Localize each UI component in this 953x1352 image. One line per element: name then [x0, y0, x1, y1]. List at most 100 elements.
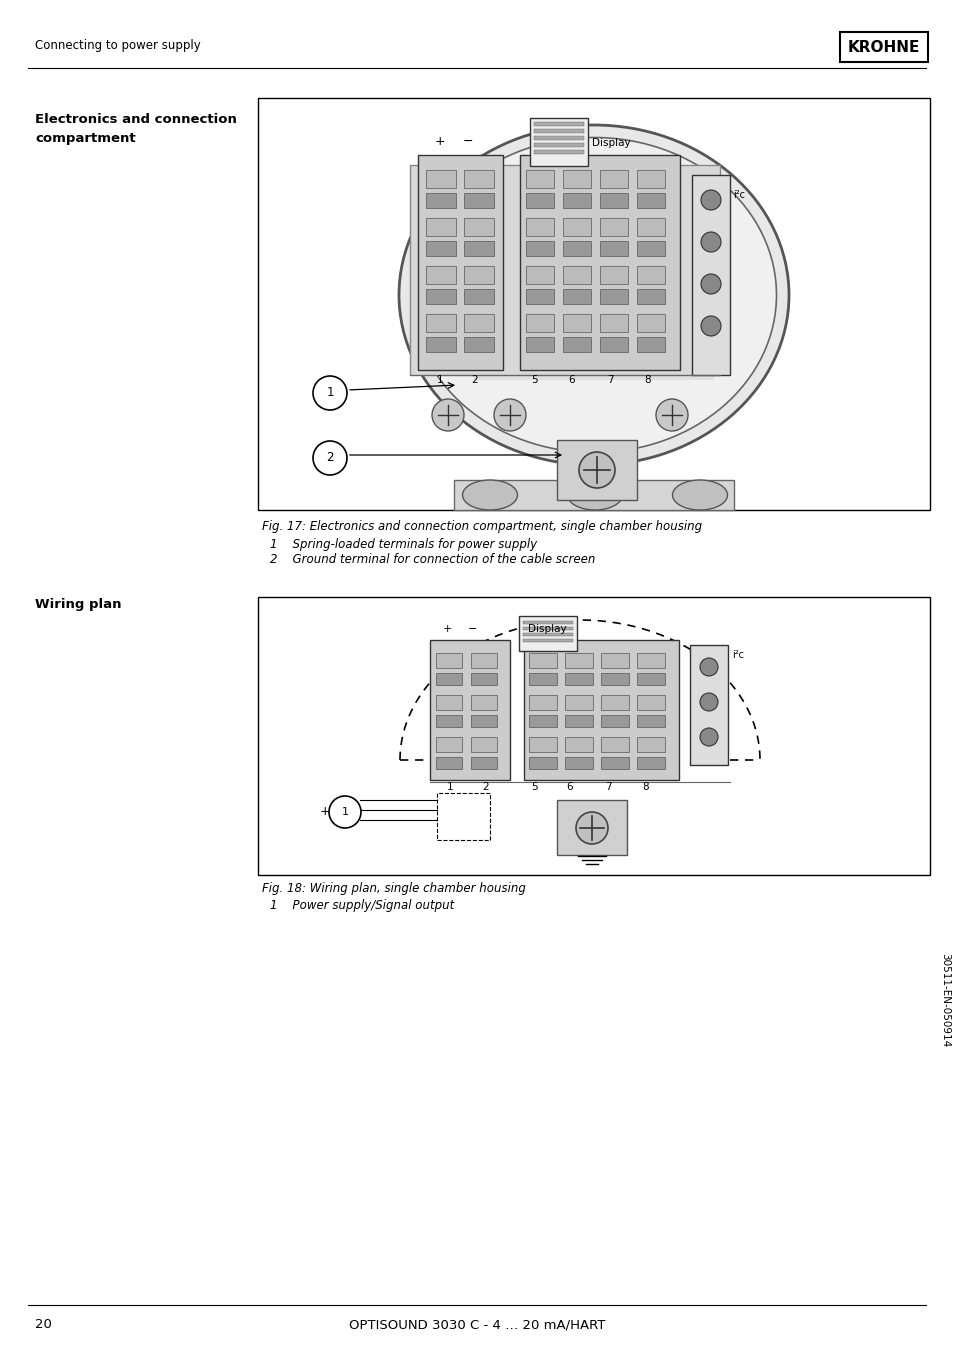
- Bar: [257, 97, 929, 510]
- Bar: [257, 598, 929, 875]
- Bar: [525, 337, 554, 352]
- Ellipse shape: [462, 480, 517, 510]
- Bar: [637, 170, 664, 188]
- Bar: [562, 266, 590, 284]
- Bar: [525, 289, 554, 304]
- Text: 1: 1: [436, 375, 443, 385]
- Text: i²c: i²c: [731, 650, 743, 660]
- Bar: [426, 170, 456, 188]
- Text: Electronics and connection: Electronics and connection: [35, 114, 236, 126]
- Bar: [463, 241, 494, 256]
- Bar: [525, 241, 554, 256]
- Ellipse shape: [567, 480, 622, 510]
- Bar: [637, 695, 664, 710]
- Bar: [637, 193, 664, 208]
- Bar: [463, 170, 494, 188]
- Bar: [522, 639, 573, 642]
- Bar: [417, 155, 502, 370]
- Bar: [637, 337, 664, 352]
- Bar: [529, 695, 557, 710]
- Text: 5: 5: [531, 375, 537, 385]
- Text: 1: 1: [326, 387, 334, 399]
- Bar: [525, 314, 554, 333]
- Bar: [529, 757, 557, 769]
- Bar: [529, 737, 557, 752]
- Bar: [530, 118, 587, 166]
- Bar: [599, 170, 627, 188]
- Text: 1: 1: [446, 781, 453, 792]
- Bar: [564, 757, 593, 769]
- Bar: [599, 314, 627, 333]
- Bar: [426, 289, 456, 304]
- Text: 2: 2: [471, 375, 477, 385]
- Bar: [463, 218, 494, 237]
- Bar: [689, 645, 727, 765]
- Bar: [426, 266, 456, 284]
- Circle shape: [700, 694, 718, 711]
- Circle shape: [329, 796, 360, 827]
- Bar: [523, 639, 679, 780]
- Text: 1    Power supply/Signal output: 1 Power supply/Signal output: [270, 899, 454, 913]
- Text: Display: Display: [527, 625, 566, 634]
- Bar: [599, 241, 627, 256]
- Text: 8: 8: [644, 375, 651, 385]
- Ellipse shape: [672, 480, 727, 510]
- Bar: [522, 633, 573, 635]
- Circle shape: [656, 399, 687, 431]
- Bar: [426, 241, 456, 256]
- Bar: [436, 737, 461, 752]
- Bar: [637, 715, 664, 727]
- Bar: [564, 737, 593, 752]
- Bar: [600, 715, 628, 727]
- Text: −: −: [462, 135, 473, 147]
- Bar: [471, 673, 497, 685]
- Text: 7: 7: [604, 781, 611, 792]
- Bar: [562, 337, 590, 352]
- Bar: [562, 170, 590, 188]
- Bar: [454, 480, 733, 510]
- Bar: [525, 170, 554, 188]
- Text: Wiring plan: Wiring plan: [35, 598, 121, 611]
- Bar: [525, 218, 554, 237]
- Circle shape: [700, 316, 720, 337]
- Bar: [522, 627, 573, 630]
- Bar: [525, 193, 554, 208]
- Text: 7: 7: [606, 375, 613, 385]
- Bar: [534, 128, 583, 132]
- Text: 2    Ground terminal for connection of the cable screen: 2 Ground terminal for connection of the …: [270, 553, 595, 566]
- Circle shape: [432, 399, 463, 431]
- Text: 6: 6: [568, 375, 575, 385]
- Circle shape: [700, 233, 720, 251]
- Circle shape: [576, 813, 607, 844]
- Text: 6: 6: [566, 781, 573, 792]
- Circle shape: [700, 658, 718, 676]
- Bar: [534, 122, 583, 126]
- Bar: [600, 757, 628, 769]
- Bar: [436, 715, 461, 727]
- Bar: [436, 794, 490, 840]
- Bar: [471, 715, 497, 727]
- Text: +: +: [442, 625, 451, 634]
- Bar: [471, 737, 497, 752]
- Bar: [562, 241, 590, 256]
- Bar: [474, 220, 713, 380]
- Bar: [600, 673, 628, 685]
- Text: 1    Spring-loaded terminals for power supply: 1 Spring-loaded terminals for power supp…: [270, 538, 537, 552]
- Text: Fig. 17: Electronics and connection compartment, single chamber housing: Fig. 17: Electronics and connection comp…: [262, 521, 701, 533]
- Circle shape: [700, 191, 720, 210]
- Bar: [436, 653, 461, 668]
- Bar: [562, 218, 590, 237]
- Circle shape: [313, 376, 347, 410]
- Bar: [599, 337, 627, 352]
- Bar: [522, 621, 573, 625]
- Text: compartment: compartment: [35, 132, 135, 145]
- Bar: [637, 241, 664, 256]
- Bar: [637, 314, 664, 333]
- Bar: [637, 653, 664, 668]
- Bar: [637, 757, 664, 769]
- Bar: [534, 150, 583, 154]
- Bar: [519, 155, 679, 370]
- Text: OPTISOUND 3030 C - 4 … 20 mA/HART: OPTISOUND 3030 C - 4 … 20 mA/HART: [349, 1318, 604, 1330]
- Bar: [691, 174, 729, 375]
- Text: 1: 1: [341, 807, 348, 817]
